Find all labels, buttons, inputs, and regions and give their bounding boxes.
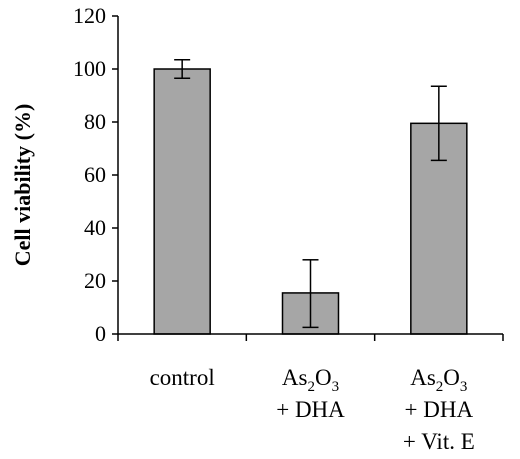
category-label: control (150, 365, 215, 390)
axes-layer: 0 20 40 60 80 100 120 (73, 3, 504, 346)
category-label: + DHA (405, 397, 474, 422)
y-tick-label: 100 (73, 56, 106, 81)
category-label-text: O (315, 365, 332, 390)
category-label: + DHA (276, 397, 345, 422)
category-label-subscript: 3 (332, 379, 340, 395)
category-label-text: As (410, 365, 436, 390)
bar (153, 68, 211, 335)
y-tick-label: 120 (73, 3, 106, 28)
y-tick-label: 20 (84, 268, 106, 293)
y-tick-label: 40 (84, 215, 106, 240)
category-label: As2O3 (282, 365, 339, 395)
category-label-text: + DHA (405, 397, 474, 422)
category-label-subscript: 3 (460, 379, 468, 395)
category-label-text: + DHA (276, 397, 345, 422)
category-label-text: + Vit. E (403, 429, 475, 454)
category-label: + Vit. E (403, 429, 475, 454)
category-label-text: O (443, 365, 460, 390)
category-label-subscript: 2 (436, 379, 444, 395)
error-bars-layer (174, 58, 447, 329)
category-label-subscript: 2 (307, 379, 315, 395)
y-axis-title: Cell viability (%) (10, 104, 35, 267)
category-label-text: control (150, 365, 215, 390)
y-tick-label: 0 (95, 321, 106, 346)
category-label-text: As (282, 365, 308, 390)
y-tick-label: 60 (84, 162, 106, 187)
category-label: As2O3 (410, 365, 467, 395)
y-tick-label: 80 (84, 109, 106, 134)
